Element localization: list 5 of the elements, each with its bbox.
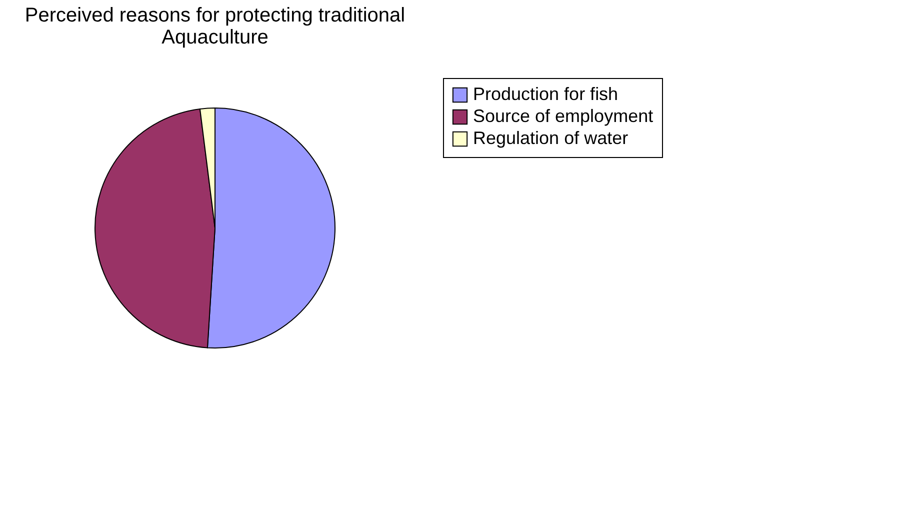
legend-label: Production for fish	[473, 84, 618, 104]
legend-label: Source of employment	[473, 106, 654, 126]
text: Aquaculture	[162, 26, 268, 48]
text: Perceived reasons for protecting traditional	[24, 4, 406, 26]
legend-label: Regulation of water	[473, 128, 628, 148]
